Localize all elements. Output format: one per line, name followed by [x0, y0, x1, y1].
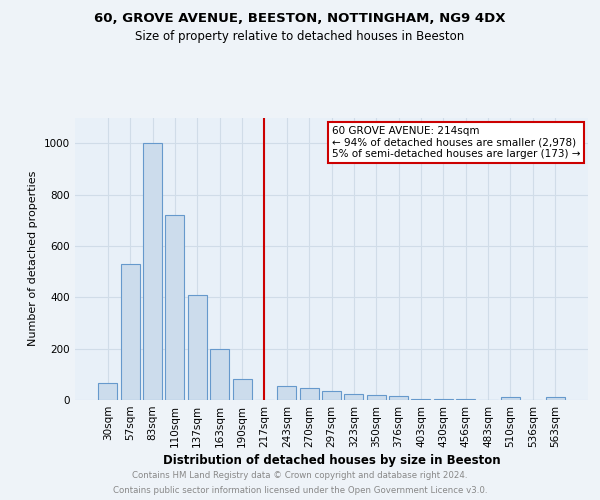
Bar: [434, 398, 453, 400]
Bar: [166, 215, 184, 400]
Bar: [501, 398, 520, 400]
Bar: [277, 386, 296, 400]
Text: 60 GROVE AVENUE: 214sqm
← 94% of detached houses are smaller (2,978)
5% of semi-: 60 GROVE AVENUE: 214sqm ← 94% of detache…: [331, 126, 580, 159]
Bar: [121, 264, 140, 400]
Bar: [456, 398, 475, 400]
Text: Size of property relative to detached houses in Beeston: Size of property relative to detached ho…: [136, 30, 464, 43]
Bar: [143, 143, 162, 400]
Bar: [344, 394, 364, 400]
Text: Contains HM Land Registry data © Crown copyright and database right 2024.: Contains HM Land Registry data © Crown c…: [132, 471, 468, 480]
Bar: [545, 398, 565, 400]
Bar: [233, 380, 251, 400]
Bar: [98, 384, 118, 400]
Bar: [188, 294, 207, 400]
Y-axis label: Number of detached properties: Number of detached properties: [28, 171, 38, 346]
Bar: [322, 391, 341, 400]
Bar: [412, 398, 430, 400]
Text: 60, GROVE AVENUE, BEESTON, NOTTINGHAM, NG9 4DX: 60, GROVE AVENUE, BEESTON, NOTTINGHAM, N…: [94, 12, 506, 26]
Text: Contains public sector information licensed under the Open Government Licence v3: Contains public sector information licen…: [113, 486, 487, 495]
Bar: [367, 395, 386, 400]
Bar: [210, 348, 229, 400]
X-axis label: Distribution of detached houses by size in Beeston: Distribution of detached houses by size …: [163, 454, 500, 467]
Bar: [299, 388, 319, 400]
Bar: [389, 396, 408, 400]
